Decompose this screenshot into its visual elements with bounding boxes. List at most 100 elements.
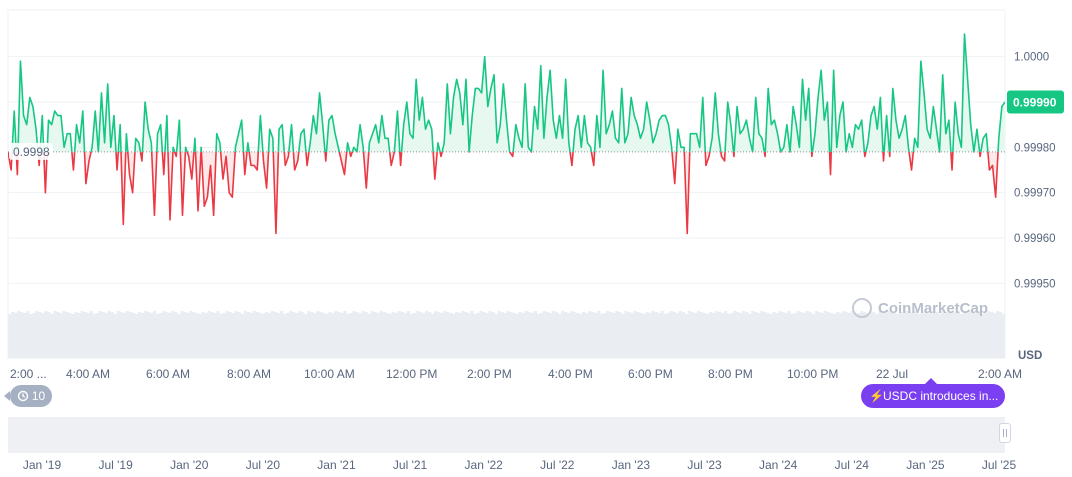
- volume-bar: [174, 312, 178, 358]
- volume-bar: [192, 312, 196, 358]
- volume-bar: [122, 313, 127, 358]
- volume-bar: [334, 311, 338, 358]
- volume-bar: [775, 313, 779, 358]
- volume-bar: [654, 312, 658, 358]
- volume-bar: [455, 312, 459, 358]
- y-axis: 1.0000 0.99990 0.99980 0.99970 0.99960 0.9995…: [1014, 52, 1056, 291]
- volume-bar: [739, 313, 743, 358]
- x-tick-label: 22 Jul: [876, 367, 908, 381]
- volume-bar: [591, 312, 595, 358]
- volume-bar: [639, 313, 643, 358]
- volume-bar: [899, 312, 903, 358]
- volume-bar: [554, 312, 559, 358]
- volume-bar: [119, 312, 124, 358]
- volume-bar: [113, 314, 118, 358]
- volume-bar: [373, 312, 377, 358]
- volume-bar: [467, 313, 471, 358]
- news-event-button[interactable]: ⚡ USDC introduces in...: [861, 384, 1005, 408]
- volume-bar: [947, 313, 951, 358]
- volume-bar: [189, 311, 193, 358]
- volume-bar: [893, 313, 897, 358]
- year-label: Jul '21: [393, 458, 428, 472]
- volume-bar: [391, 312, 396, 358]
- volume-bar: [908, 312, 912, 358]
- range-navigator-handle[interactable]: [999, 423, 1011, 443]
- volume-bar: [225, 311, 229, 358]
- volume-bar: [207, 311, 211, 358]
- year-label: Jan '23: [612, 458, 651, 472]
- volume-bar: [766, 313, 770, 358]
- volume-bar: [452, 314, 456, 358]
- volume-bar: [711, 313, 716, 358]
- volume-bar: [355, 312, 359, 358]
- volume-bar: [219, 314, 223, 358]
- volume-bar: [551, 311, 556, 358]
- volume-bar: [902, 313, 906, 358]
- volume-bar: [681, 312, 686, 358]
- history-button[interactable]: 10: [4, 385, 52, 407]
- volume-bar: [364, 312, 368, 358]
- range-navigator[interactable]: [8, 417, 1005, 453]
- volume-bar: [298, 311, 302, 358]
- volume-bar: [346, 314, 350, 358]
- volume-bar: [270, 311, 275, 358]
- volume-bar: [116, 311, 121, 358]
- volume-bar: [367, 314, 371, 358]
- volume-bar: [213, 313, 217, 358]
- volume-bar: [569, 311, 574, 358]
- volume-bar: [403, 313, 408, 358]
- volume-bar: [980, 314, 985, 358]
- volume-bar: [14, 313, 18, 358]
- volume-bar: [397, 311, 402, 358]
- volume-bar: [98, 311, 102, 358]
- volume-bar: [53, 311, 57, 358]
- year-label: Jul '19: [98, 458, 133, 472]
- volume-bar: [730, 313, 734, 358]
- volume-bar: [379, 311, 383, 358]
- current-value-label: 0.99990: [1013, 96, 1057, 110]
- volume-bar: [790, 314, 794, 358]
- volume-bar: [751, 311, 755, 358]
- x-tick-label: 10:00 PM: [787, 367, 838, 381]
- volume-bars: [8, 311, 1006, 358]
- x-tick-label: 12:00 PM: [386, 367, 437, 381]
- history-count: 10: [31, 389, 46, 403]
- volume-bar: [246, 312, 250, 358]
- volume-bar: [917, 314, 921, 358]
- volume-bar: [23, 313, 27, 358]
- volume-bar: [536, 314, 541, 358]
- volume-bar: [313, 313, 317, 358]
- volume-bar: [832, 314, 837, 358]
- volume-bar: [433, 311, 438, 358]
- volume-bar: [841, 311, 846, 358]
- volume-bar: [101, 312, 105, 358]
- news-marker: [925, 378, 937, 384]
- volume-bar: [479, 311, 483, 358]
- volume-bar: [772, 312, 776, 358]
- volume-bar: [793, 313, 797, 358]
- volume-bar: [388, 314, 392, 358]
- volume-bar: [684, 314, 689, 358]
- volume-bar: [8, 314, 12, 358]
- volume-bar: [808, 312, 812, 358]
- y-tick-label: 0.99970: [1014, 188, 1056, 200]
- volume-bar: [83, 312, 87, 358]
- volume-bar: [443, 311, 447, 358]
- volume-bar: [563, 312, 568, 358]
- volume-bar: [863, 312, 867, 358]
- gridlines: [8, 56, 1005, 284]
- volume-bar: [153, 311, 157, 358]
- volume-bar: [328, 312, 332, 358]
- volume-bar: [470, 311, 474, 358]
- volume-bar: [666, 313, 670, 358]
- year-label: Jan '20: [170, 458, 209, 472]
- volume-bar: [971, 312, 976, 358]
- volume-bar: [518, 312, 522, 358]
- volume-bar: [920, 313, 924, 358]
- volume-bar: [881, 312, 885, 358]
- volume-bar: [358, 313, 362, 358]
- volume-bar: [859, 311, 864, 358]
- volume-bar: [675, 313, 680, 358]
- volume-bar: [618, 312, 622, 358]
